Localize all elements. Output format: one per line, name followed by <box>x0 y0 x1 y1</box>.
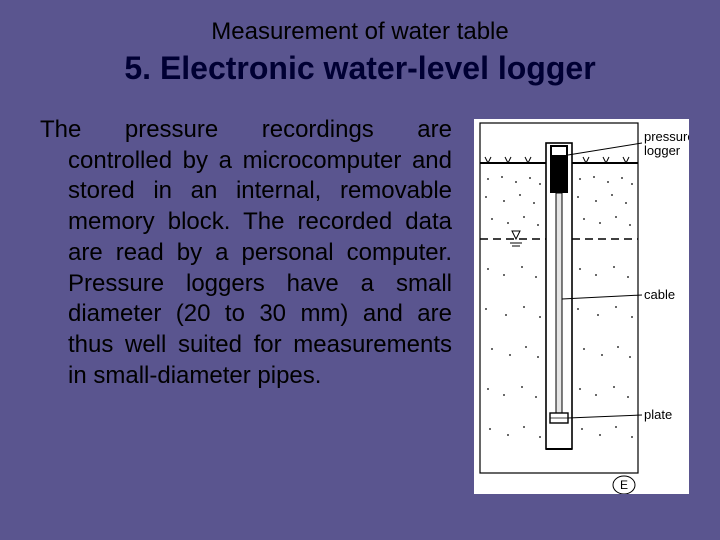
body-paragraph: The pressure recordings are controlled b… <box>40 115 452 391</box>
slide-title: 5. Electronic water-level logger <box>0 46 720 87</box>
slide: Measurement of water table 5. Electronic… <box>0 0 720 540</box>
cable-icon <box>556 193 562 413</box>
well-logger-figure: pressure logger cable plate E <box>474 119 689 494</box>
label-cable: cable <box>644 287 675 302</box>
label-plate: plate <box>644 407 672 422</box>
svg-text:E: E <box>620 478 628 492</box>
figure-tag: E <box>613 476 635 494</box>
content-row: The pressure recordings are controlled b… <box>0 87 720 494</box>
slide-supertitle: Measurement of water table <box>0 0 720 46</box>
